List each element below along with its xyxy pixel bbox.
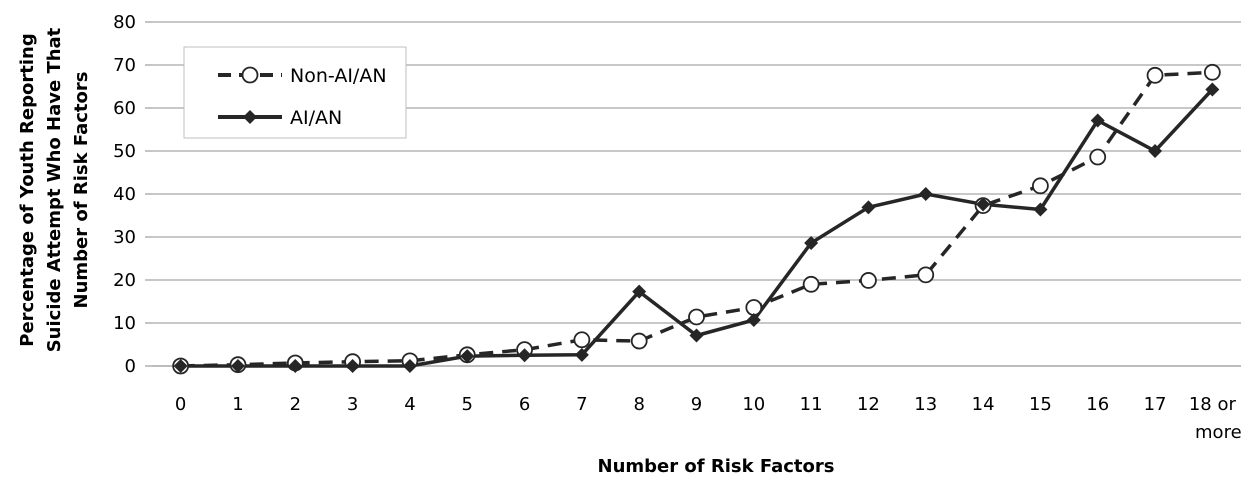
y-tick-label: 70 — [113, 55, 136, 76]
point-ai-an — [689, 328, 704, 343]
x-tick-label: 15 — [1029, 394, 1052, 415]
point-ai-an — [1090, 113, 1105, 128]
point-non-ai-an — [1203, 63, 1221, 81]
x-tick-label: 14 — [972, 394, 995, 415]
point-ai-an — [402, 359, 417, 373]
x-tick-label: 2 — [290, 394, 301, 415]
y-tick-label: 40 — [113, 184, 136, 205]
x-tick-label: 13 — [914, 394, 937, 415]
y-axis-ticks: 0 10 20 30 40 50 60 70 80 — [113, 12, 152, 377]
y-axis-title: Percentage of Youth Reporting Suicide At… — [17, 27, 92, 352]
legend: Non-AI/AN AI/AN — [183, 46, 407, 139]
point-ai-an — [804, 236, 819, 251]
point-non-ai-an — [745, 299, 763, 316]
y-tick-label: 60 — [113, 98, 136, 119]
legend-item-aian: AI/AN — [218, 107, 342, 129]
x-tick-label: 6 — [519, 394, 530, 415]
y-tick-label: 10 — [113, 313, 136, 334]
point-ai-an — [288, 359, 303, 373]
point-ai-an — [632, 284, 647, 299]
point-non-ai-an — [1146, 66, 1164, 84]
x-tick-label: 18 or more — [1189, 394, 1242, 443]
x-tick-label: 10 — [742, 394, 765, 415]
point-ai-an — [1205, 82, 1220, 97]
x-tick-label: 1 — [232, 394, 243, 415]
point-ai-an — [517, 348, 532, 363]
x-tick-label: 9 — [691, 394, 702, 415]
point-ai-an — [173, 359, 188, 373]
point-non-ai-an — [917, 266, 935, 284]
point-ai-an — [861, 200, 876, 215]
legend-box — [183, 46, 407, 139]
point-ai-an — [1148, 144, 1163, 158]
legend-item-non-aian: Non-AI/AN — [218, 65, 387, 87]
y-axis-title-line-3: Number of Risk Factors — [71, 72, 92, 309]
point-non-ai-an — [860, 272, 877, 289]
point-non-ai-an — [573, 331, 591, 349]
x-tick-label: 0 — [175, 394, 186, 415]
point-ai-an — [746, 312, 761, 327]
point-ai-an — [574, 347, 589, 362]
y-tick-label: 30 — [113, 227, 136, 248]
point-non-ai-an — [1089, 148, 1107, 166]
point-ai-an — [230, 359, 245, 373]
y-tick-label: 0 — [125, 356, 136, 377]
x-tick-label: 7 — [576, 394, 587, 415]
point-non-ai-an — [802, 275, 820, 293]
y-tick-label: 50 — [113, 141, 136, 162]
point-ai-an — [918, 187, 933, 201]
legend-marker-non-aian — [241, 66, 259, 84]
x-tick-label: 4 — [404, 394, 415, 415]
point-ai-an — [345, 359, 360, 373]
point-non-ai-an — [688, 308, 705, 326]
x-tick-label: 3 — [347, 394, 358, 415]
point-non-ai-an — [1031, 177, 1049, 195]
y-axis-title-line-2: Suicide Attempt Who Have That — [44, 27, 65, 352]
y-tick-label: 20 — [113, 270, 136, 291]
y-tick-label: 80 — [113, 12, 136, 33]
x-tick-label: 12 — [857, 394, 880, 415]
x-tick-label: 8 — [633, 394, 644, 415]
x-tick-label: 5 — [462, 394, 473, 415]
x-tick-label: 17 — [1144, 394, 1167, 415]
x-tick-label: 11 — [800, 394, 823, 415]
x-axis-title: Number of Risk Factors — [598, 456, 835, 477]
legend-marker-aian — [243, 110, 257, 124]
point-ai-an — [1033, 202, 1048, 217]
point-non-ai-an — [630, 332, 648, 350]
point-ai-an — [976, 197, 991, 212]
y-axis-title-line-1: Percentage of Youth Reporting — [17, 33, 38, 346]
legend-label-non-aian: Non-AI/AN — [290, 65, 387, 87]
series-layer — [172, 63, 1221, 375]
legend-label-aian: AI/AN — [290, 107, 342, 129]
x-tick-label: 16 — [1086, 394, 1109, 415]
point-ai-an — [460, 349, 475, 364]
x-axis-ticks: 0 1 2 3 4 5 6 7 8 9 10 11 12 13 14 15 16 17 18 or more — [175, 394, 1242, 443]
